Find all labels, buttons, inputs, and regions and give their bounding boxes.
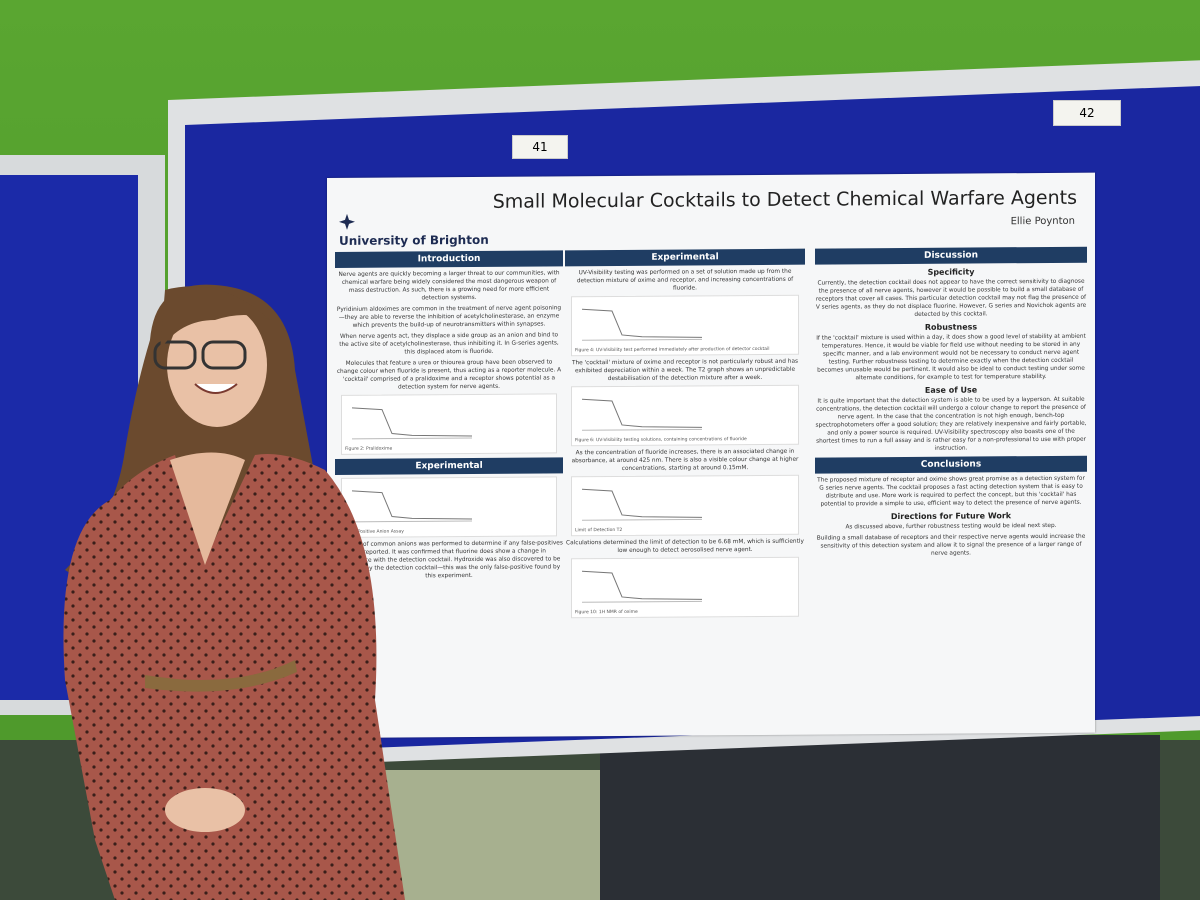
figure-graphic xyxy=(582,488,702,521)
figure-caption: Figure 4: UV-Visibility test performed i… xyxy=(575,346,770,353)
floor-light xyxy=(380,770,620,900)
paragraph: The 'cocktail' mixture of oxime and rece… xyxy=(571,358,799,383)
figure: Limit of Detection T2 xyxy=(571,474,799,537)
figure-caption: Figure 10: 1H NMR of oxime xyxy=(575,609,638,615)
paragraph: It is quite important that the detection… xyxy=(815,396,1087,452)
board-number: 41 xyxy=(512,135,568,159)
subheading: Specificity xyxy=(927,267,975,277)
logo xyxy=(339,213,355,230)
paragraph: Currently, the detection cocktail does n… xyxy=(815,278,1087,318)
poster-column: Experimental UV-Visibility testing was pe… xyxy=(565,245,805,727)
figure-graphic xyxy=(352,490,472,523)
paragraph: UV-Visibility testing was performed on a… xyxy=(576,268,794,292)
board-number: 42 xyxy=(1053,100,1121,126)
figure: Figure 4: UV-Visibility test performed i… xyxy=(571,294,799,357)
section-heading: Discussion xyxy=(815,246,1087,265)
figure-graphic xyxy=(352,407,472,440)
section-heading: Experimental xyxy=(565,248,805,267)
figure: Figure 10: 1H NMR of oxime xyxy=(571,556,799,619)
paragraph: Building a small database of receptors a… xyxy=(816,533,1086,557)
subheading: Directions for Future Work xyxy=(890,511,1012,522)
columns: Introduction Nerve agents are quickly bec… xyxy=(327,173,1095,619)
figure-graphic xyxy=(582,570,702,603)
poster-column: Introduction Nerve agents are quickly bec… xyxy=(335,246,563,728)
section-heading: Conclusions xyxy=(815,455,1087,474)
figure: False Positive Anion Assay xyxy=(341,476,557,538)
figure-caption: Figure 6: UV-Visibility testing solution… xyxy=(575,436,747,443)
figure: Figure 6: UV-Visibility testing solution… xyxy=(571,384,799,447)
subheading: Robustness xyxy=(924,322,978,332)
paragraph: Calculations determined the limit of det… xyxy=(566,538,804,554)
figure-graphic xyxy=(582,308,702,341)
university: University of Brighton xyxy=(339,232,489,248)
paragraph: As discussed above, further robustness t… xyxy=(845,522,1057,531)
section-heading: Introduction xyxy=(335,250,563,268)
paragraph: If the 'cocktail' mixture is used within… xyxy=(816,333,1086,382)
bench xyxy=(600,735,1160,900)
paragraph: The proposed mixture of receptor and oxi… xyxy=(817,475,1085,508)
poster: University of Brighton Small Molecular C… xyxy=(327,172,1095,739)
poster-title: Small Molecular Cocktails to Detect Chem… xyxy=(492,186,1077,213)
figure-graphic xyxy=(582,398,702,431)
subheading: Ease of Use xyxy=(924,385,978,395)
poster-column: Discussion Specificity Currently, the dete… xyxy=(815,243,1087,725)
author: Ellie Poynton xyxy=(1010,215,1075,228)
paragraph: As the concentration of fluoride increas… xyxy=(571,448,799,472)
person xyxy=(63,284,405,900)
figure: Figure 2: Pralidoxime xyxy=(341,393,557,455)
figure-caption: Limit of Detection T2 xyxy=(575,527,623,533)
